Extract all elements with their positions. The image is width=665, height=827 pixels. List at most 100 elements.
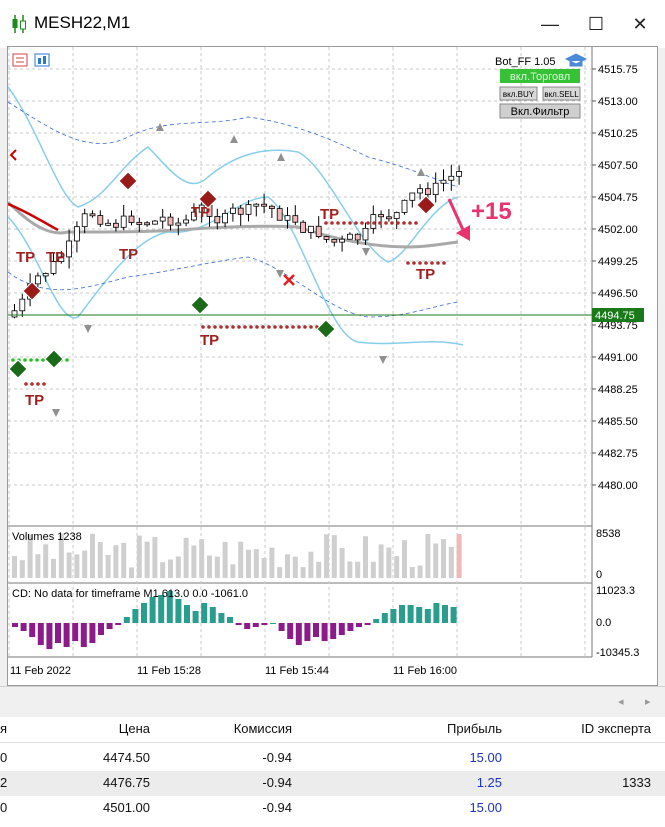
- sell-toggle-button[interactable]: вкл.SELL: [542, 86, 581, 101]
- bollinger-lower: [8, 196, 464, 346]
- candle: [354, 233, 361, 241]
- candle: [268, 205, 275, 209]
- filter-toggle-button[interactable]: Вкл.Фильтр: [499, 103, 581, 119]
- volume-bar: [82, 550, 88, 578]
- candle: [409, 192, 416, 201]
- candle: [190, 211, 197, 221]
- scroll-left-icon[interactable]: ◂: [618, 696, 624, 708]
- cell-col0: 2: [0, 775, 8, 790]
- table-row[interactable]: 0 4501.00 -0.94 15.00: [0, 796, 665, 821]
- chart-bars-icon[interactable]: [34, 53, 50, 67]
- volume-bar: [144, 541, 150, 578]
- tp-label: TP: [16, 249, 35, 266]
- candle: [432, 182, 439, 195]
- volume-bar: [347, 561, 353, 578]
- chart-area[interactable]: 4515.75 4513.00 4510.25 4507.50 4504.75 4502.…: [7, 46, 658, 686]
- cell-commission: -0.94: [262, 775, 292, 790]
- cell-commission: -0.94: [262, 800, 292, 815]
- price-axis-label: 4482.75: [598, 448, 638, 460]
- maximize-button[interactable]: ☐: [587, 14, 605, 34]
- time-label-3: 11 Feb 16:00: [393, 665, 457, 677]
- price-axis-label: 4496.50: [598, 288, 638, 300]
- volume-bar: [168, 559, 173, 578]
- close-button[interactable]: ✕: [632, 14, 648, 34]
- cd-bar: [115, 623, 122, 625]
- buy-signal-icon: [316, 319, 336, 339]
- current-price-badge: [592, 308, 644, 322]
- candle: [417, 188, 424, 194]
- cell-col0: 0: [0, 800, 8, 815]
- cd-bar: [321, 623, 328, 641]
- volume-bar: [417, 565, 423, 578]
- cd-axis-min: -10345.3: [596, 647, 639, 659]
- chart-properties-icon[interactable]: [12, 53, 28, 67]
- volume-bar: [66, 552, 72, 578]
- sell-signal-icon: [416, 195, 436, 215]
- horizontal-scrollbar[interactable]: ◂ ▸: [0, 686, 665, 717]
- cd-bar: [158, 595, 165, 623]
- envelope-lower: [8, 256, 459, 318]
- cell-commission: -0.94: [262, 750, 292, 765]
- header-price[interactable]: Цена: [118, 721, 150, 736]
- buy-toggle-button[interactable]: вкл.BUY: [499, 86, 538, 101]
- candle: [19, 298, 26, 312]
- header-commission[interactable]: Комиссия: [233, 721, 292, 736]
- price-axis-label: 4491.00: [598, 352, 638, 364]
- candle: [448, 175, 455, 181]
- header-expert-id[interactable]: ID эксперта: [581, 721, 651, 736]
- candle: [167, 216, 174, 226]
- candle: [229, 207, 236, 214]
- graduation-cap-icon: [564, 53, 588, 67]
- minimize-button[interactable]: —: [541, 14, 559, 34]
- volume-bar: [402, 540, 407, 578]
- tp-label: TP: [119, 246, 138, 263]
- volume-bar: [58, 533, 64, 578]
- volume-bar: [277, 567, 283, 578]
- cd-bar: [244, 623, 251, 629]
- volume-axis-min: 0: [596, 569, 602, 581]
- arrow-marker-icon: [379, 356, 387, 364]
- cd-bar: [270, 623, 276, 624]
- volume-bar: [386, 547, 392, 578]
- cd-bar: [261, 623, 268, 625]
- cd-bar: [149, 597, 156, 623]
- volume-bar: [113, 545, 119, 578]
- cd-bar: [330, 623, 337, 639]
- cell-profit: 1.25: [476, 775, 502, 790]
- candle: [456, 171, 463, 177]
- cd-bar: [63, 623, 70, 647]
- candle: [105, 222, 111, 226]
- candle: [339, 238, 346, 243]
- volume-bar: [394, 556, 400, 578]
- tp-label: TP: [25, 392, 44, 409]
- candle: [214, 216, 221, 224]
- header-profit[interactable]: Прибыль: [447, 721, 502, 736]
- candle: [300, 221, 307, 233]
- cd-bar: [399, 605, 405, 623]
- cd-bar: [20, 623, 27, 631]
- buy-signal-icon: [44, 349, 64, 369]
- candle: [378, 214, 385, 218]
- volume-bar: [129, 567, 134, 578]
- sell-toggle-label: вкл.SELL: [544, 90, 579, 99]
- candle: [42, 272, 49, 277]
- candle: [159, 216, 166, 222]
- scroll-right-icon[interactable]: ▸: [645, 696, 651, 708]
- table-row[interactable]: 2 4476.75 -0.94 1.25 1333: [0, 771, 665, 796]
- trade-history-table: я Цена Комиссия Прибыль ID эксперта 0 44…: [0, 717, 665, 827]
- volume-bar: [136, 535, 142, 578]
- volume-bar: [425, 533, 431, 578]
- cell-expert-id: 1333: [622, 775, 651, 790]
- trade-toggle-button[interactable]: вкл.Торговл: [500, 69, 580, 83]
- candle: [58, 256, 65, 262]
- cell-profit: 15.00: [469, 750, 502, 765]
- cd-bar: [192, 611, 199, 623]
- cd-bar: [37, 623, 44, 645]
- sell-signal-icon: [118, 171, 138, 191]
- cd-bar: [407, 605, 414, 623]
- cd-bar: [12, 623, 18, 627]
- table-row[interactable]: 0 4474.50 -0.94 15.00: [0, 746, 665, 771]
- volume-bar: [339, 547, 345, 578]
- price-axis-label: 4488.25: [598, 384, 638, 396]
- cd-bar: [166, 591, 173, 623]
